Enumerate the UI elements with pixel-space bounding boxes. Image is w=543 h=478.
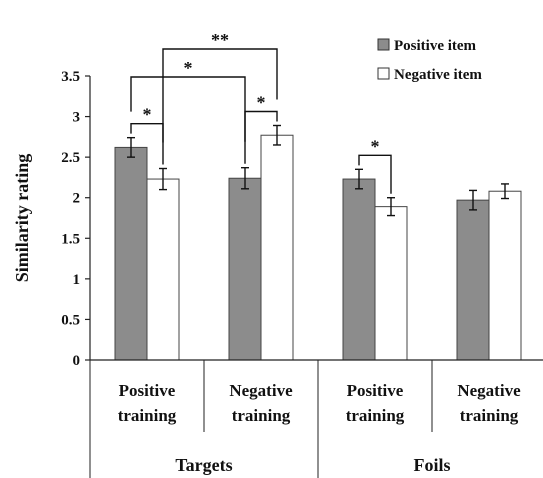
bar-positive-item-1 [228,177,262,361]
group-label: Targets [175,455,232,475]
category-label-line1: Positive [119,381,176,400]
y-axis: 0 0.5 1 1.5 2 2.5 3 3.5 [61,69,91,369]
y-tick-label: 2.5 [61,150,80,166]
bar-positive-item-2 [342,178,376,361]
significance-marker: * [257,92,266,112]
significance-bracket [162,48,278,143]
y-tick-label: 2 [73,191,81,207]
legend-swatch-negative-item [377,67,390,80]
significance-bracket [130,122,164,165]
y-tick-label: 3.5 [61,69,80,85]
bar-negative-item-1 [260,134,294,361]
category-label-line2: training [346,406,405,425]
category-label-line2: training [460,406,519,425]
significance-marker: * [143,105,152,125]
bar-positive-item-0 [114,146,148,361]
bar-negative-item-3 [488,190,522,361]
bar-negative-item-2 [374,206,408,361]
y-tick-label: 3 [73,110,81,126]
y-tick-label: 0 [73,353,81,369]
group-label: Foils [413,455,450,475]
significance-marker: ** [211,30,229,50]
significance-marker: * [371,136,380,156]
significance-bracket [130,76,246,142]
x-axis: Positive training Negative training Positive… [89,359,543,478]
legend-label-negative-item: Negative item [394,67,482,83]
category-label-line2: training [118,406,177,425]
category-label-line1: Negative [457,381,521,400]
bar-positive-item-3 [456,199,490,361]
category-label-line2: training [232,406,291,425]
bars [114,124,522,361]
significance-bracket [358,154,392,194]
y-tick-label: 1 [73,272,81,288]
y-axis-label: Similarity rating [12,154,32,283]
y-tick-label: 0.5 [61,312,80,328]
legend-swatch-positive-item [377,38,390,51]
y-tick-label: 1.5 [61,231,80,247]
significance-annotations: ****** [130,30,392,194]
significance-marker: * [184,58,193,78]
bar-negative-item-0 [146,178,180,361]
category-label-line1: Positive [347,381,404,400]
legend-label-positive-item: Positive item [394,38,477,54]
category-label-line1: Negative [229,381,293,400]
legend: Positive item Negative item [377,38,482,83]
